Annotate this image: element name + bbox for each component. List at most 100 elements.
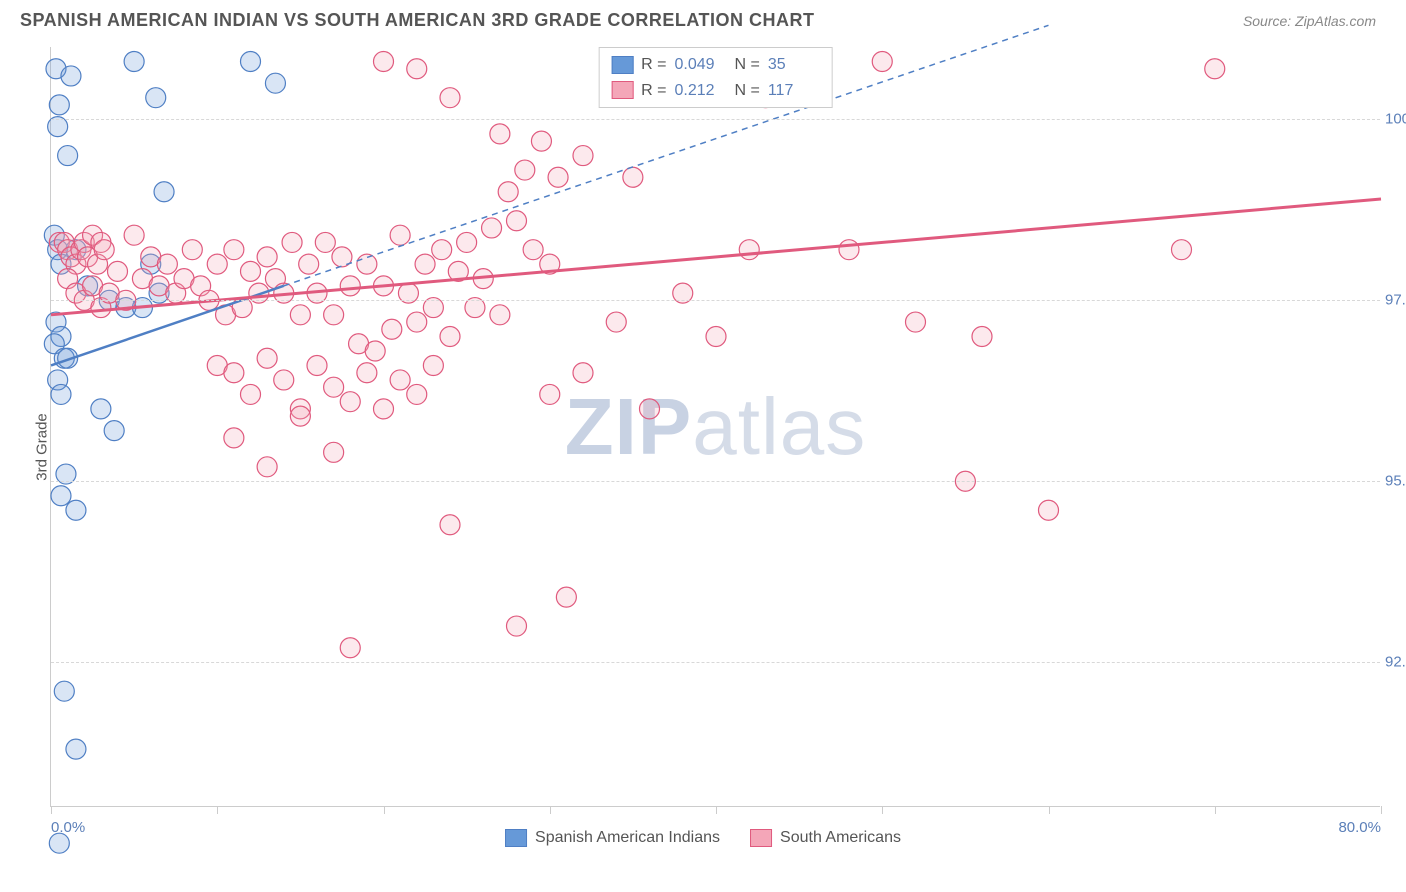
data-point [407, 59, 427, 79]
bottom-legend-item-1: Spanish American Indians [505, 829, 720, 847]
chart-title: SPANISH AMERICAN INDIAN VS SOUTH AMERICA… [20, 10, 815, 31]
bottom-swatch-1 [505, 829, 527, 847]
data-point [573, 363, 593, 383]
data-point [706, 327, 726, 347]
data-point [49, 833, 69, 853]
data-point [1205, 59, 1225, 79]
data-point [457, 232, 477, 252]
data-point [432, 240, 452, 260]
data-point [739, 240, 759, 260]
data-point [51, 486, 71, 506]
data-point [324, 377, 344, 397]
legend-swatch-1 [611, 56, 633, 74]
data-point [94, 240, 114, 260]
x-tick [217, 806, 218, 814]
data-point [523, 240, 543, 260]
x-tick [1049, 806, 1050, 814]
data-point [315, 232, 335, 252]
y-tick-label: 92.5% [1385, 654, 1406, 671]
x-tick [384, 806, 385, 814]
data-point [839, 240, 859, 260]
data-point [440, 515, 460, 535]
bottom-legend-item-2: South Americans [750, 829, 901, 847]
legend-row-2: R = 0.212 N = 117 [611, 78, 820, 104]
data-point [540, 384, 560, 404]
data-point [224, 240, 244, 260]
data-point [440, 327, 460, 347]
gridline-h [51, 662, 1380, 663]
bottom-swatch-2 [750, 829, 772, 847]
y-tick-label: 97.5% [1385, 292, 1406, 309]
data-point [482, 218, 502, 238]
x-tick [51, 806, 52, 814]
data-point [606, 312, 626, 332]
x-tick [716, 806, 717, 814]
chart-header: SPANISH AMERICAN INDIAN VS SOUTH AMERICA… [0, 0, 1406, 37]
data-point [154, 182, 174, 202]
data-point [490, 124, 510, 144]
data-point [58, 146, 78, 166]
r-label-2: R = [641, 78, 666, 104]
data-point [324, 305, 344, 325]
data-point [282, 232, 302, 252]
y-tick-label: 95.0% [1385, 473, 1406, 490]
data-point [556, 587, 576, 607]
data-point [66, 500, 86, 520]
data-point [374, 399, 394, 419]
data-point [61, 66, 81, 86]
data-point [531, 131, 551, 151]
data-point [340, 392, 360, 412]
bottom-legend-label-2: South Americans [780, 829, 901, 847]
data-point [207, 254, 227, 274]
data-point [265, 73, 285, 93]
data-point [515, 160, 535, 180]
data-point [872, 51, 892, 71]
data-point [374, 51, 394, 71]
chart-area: 3rd Grade ZIPatlas R = 0.049 N = 35 R = … [0, 37, 1406, 857]
data-point [490, 305, 510, 325]
data-point [124, 225, 144, 245]
data-point [507, 211, 527, 231]
legend-row-1: R = 0.049 N = 35 [611, 52, 820, 78]
data-point [299, 254, 319, 274]
data-point [324, 442, 344, 462]
data-point [182, 240, 202, 260]
data-point [257, 348, 277, 368]
r-label-1: R = [641, 52, 666, 78]
data-point [257, 247, 277, 267]
data-point [382, 319, 402, 339]
data-point [365, 341, 385, 361]
data-point [407, 312, 427, 332]
r-value-2: 0.212 [675, 78, 727, 104]
x-tick [1381, 806, 1382, 814]
data-point [623, 167, 643, 187]
data-point [91, 399, 111, 419]
data-point [423, 355, 443, 375]
data-point [340, 276, 360, 296]
data-point [66, 739, 86, 759]
data-point [104, 421, 124, 441]
x-tick-label: 0.0% [51, 819, 85, 836]
data-point [548, 167, 568, 187]
data-point [307, 355, 327, 375]
data-point [108, 261, 128, 281]
correlation-legend: R = 0.049 N = 35 R = 0.212 N = 117 [598, 47, 833, 108]
data-point [972, 327, 992, 347]
data-point [241, 384, 261, 404]
x-tick [882, 806, 883, 814]
data-point [640, 399, 660, 419]
data-point [357, 254, 377, 274]
x-tick [1215, 806, 1216, 814]
y-tick-label: 100.0% [1385, 111, 1406, 128]
data-point [157, 254, 177, 274]
bottom-legend-label-1: Spanish American Indians [535, 829, 720, 847]
data-point [415, 254, 435, 274]
data-point [224, 428, 244, 448]
data-point [573, 146, 593, 166]
gridline-h [51, 119, 1380, 120]
data-point [390, 370, 410, 390]
data-point [290, 406, 310, 426]
data-point [407, 384, 427, 404]
data-point [1039, 500, 1059, 520]
gridline-h [51, 481, 1380, 482]
